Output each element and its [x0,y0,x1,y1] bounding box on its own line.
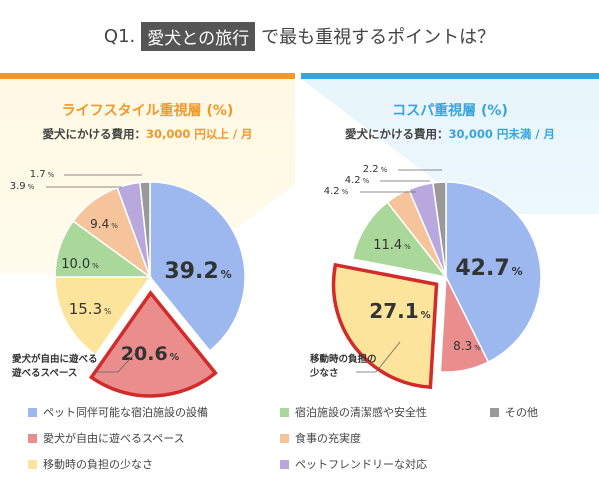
pie-1-slice-6 [432,181,447,278]
legend-item: ペット同伴可能な宿泊施設の設備 [28,404,208,420]
pie-1-slice-0 [445,181,542,364]
pie-1-label-2: 27.1% [369,299,430,323]
pie-0-label-unit-5: % [28,183,35,191]
page-title: Q1. 愛犬との旅行 で最も重視するポイントは？ [103,21,496,51]
pie-0-slice-1 [88,290,218,398]
legend-swatch [280,433,289,443]
header: Q1. 愛犬との旅行 で最も重視するポイントは？ [0,0,599,72]
pie-0-annotation-1: 遊べるスペース [12,367,77,379]
legend-item: その他 [490,404,538,420]
left-subtitle-label: 愛犬にかける費用： [42,127,146,141]
legend-item: 愛犬が自由に遊べるスペース [28,430,185,446]
pie-0-label-1: 20.6% [121,343,180,365]
pie-1-label-5: 4.2% [345,175,370,186]
pie-0-label-unit-1: % [170,352,180,363]
pie-0-slice-6 [139,181,151,278]
pie-1-label-unit-1: % [474,344,481,352]
pie-0-label-2: 15.3% [69,300,112,318]
legend-swatch [280,459,289,469]
legend-label: ペットフレンドリーな対応 [295,458,427,471]
legend-label: ペット同伴可能な宿泊施設の設備 [43,406,208,419]
pie-1-annotation-leader [356,341,401,373]
title-prefix: Q1. [103,25,136,47]
left-subtitle-value: 30,000 円以上 / 月 [145,127,253,141]
pie-1-slice-2 [331,262,439,390]
pie-1-label-4: 4.2% [324,186,349,197]
right-chart-subtitle: 愛犬にかける費用：30,000 円未満 / 月 [301,126,599,142]
pie-0-label-6: 1.7% [30,169,55,180]
left-chart-title: ライフスタイル重視層 (%) [61,103,234,119]
pie-1-label-unit-4: % [342,188,349,196]
left-chart-subtitle: 愛犬にかける費用：30,000 円以上 / 月 [0,126,295,142]
title-highlight: 愛犬との旅行 [141,21,256,51]
legend-swatch [28,433,37,443]
left-accent-bar [0,73,295,79]
pie-1-label-unit-2: % [421,310,431,321]
pie-1-label-unit-6: % [381,166,388,174]
legend-label: 食事の充実度 [295,432,361,445]
pie-charts: 39.2 %20.6 %15.3 %10.0 %9.4 %3.9 %1.7 %愛犬が自由に遊べ… [10,164,542,398]
pie-1-slice-1 [439,274,490,373]
title-suffix: で最も重視するポイントは？ [261,27,496,48]
pie-1-label-6: 2.2% [363,164,388,175]
pie-0-label-unit-3: % [92,262,99,270]
legend-item: 宿泊施設の清潔感や安全性 [280,404,427,420]
pie-0-annotation-0: 愛犬が自由に遊べる [12,353,98,365]
pie-0-label-unit-4: % [111,222,118,230]
legend-swatch [28,459,37,469]
legend-label: 愛犬が自由に遊べるスペース [43,432,185,445]
pie-1-label-0: 42.7% [455,256,522,281]
pie-0-label-unit-2: % [104,307,111,316]
pie-1-label-unit-5: % [363,177,370,185]
legend-swatch [490,407,499,417]
pie-1-label-unit-3: % [404,243,411,251]
pie-1-annotation-0: 移動時の負担の [310,353,377,365]
right-subtitle-value: 30,000 円未満 / 月 [448,127,556,141]
legend: ペット同伴可能な宿泊施設の設備 宿泊施設の清潔感や安全性 その他愛犬が自由に遊べるス… [28,404,588,484]
pie-1-slice-3 [351,201,448,279]
legend-item: 移動時の負担の少なさ [28,456,153,472]
legend-swatch [280,407,289,417]
pie-0-label-5: 3.9% [10,181,35,192]
pie-0-annotation-leader [96,351,137,373]
right-accent-bar [301,73,599,79]
pie-0-label-3: 10.0% [61,257,99,272]
legend-label: 移動時の負担の少なさ [43,458,153,471]
legend-swatch [28,407,37,417]
pie-1-label-3: 11.4% [373,238,411,253]
right-chart-title: コスパ重視層 (%) [392,103,508,119]
legend-item: 食事の充実度 [280,430,361,446]
pie-0-label-unit-0: % [221,268,232,281]
pie-0-slice-2 [54,276,152,356]
right-subtitle-label: 愛犬にかける費用： [344,127,449,141]
legend-item: ペットフレンドリーな対応 [280,456,427,472]
pie-1-label-unit-0: % [512,265,523,278]
legend-label: その他 [505,406,538,419]
pie-0-slice-0 [149,181,246,352]
pie-0-label-unit-6: % [48,171,55,179]
pie-1-annotation-1: 少なさ [309,367,339,379]
legend-label: 宿泊施設の清潔感や安全性 [295,406,427,419]
